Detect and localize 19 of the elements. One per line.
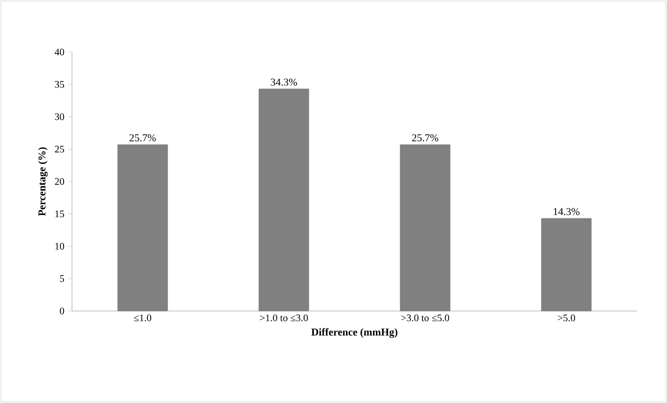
y-tick-label: 5 [60, 275, 64, 282]
data-label: 14.3% [554, 208, 580, 216]
y-tick-label: 15 [55, 210, 64, 218]
data-label: 25.7% [130, 134, 156, 142]
y-tick-label: 30 [55, 113, 64, 120]
y-tick-label: 35 [55, 81, 64, 88]
y-tick-label: 25 [54, 146, 64, 152]
data-label: 34.3% [270, 78, 298, 86]
x-tick-label: ≤1.0 [134, 314, 152, 322]
x-tick-label: >3.0 to ≤5.0 [401, 314, 450, 322]
y-axis-title: Percentage (%) [38, 147, 48, 216]
y-tick-label: 10 [55, 242, 64, 250]
x-axis-title: Difference (mmHg) [311, 328, 398, 338]
y-tick-label: 40 [54, 48, 64, 56]
y-tick-label: 20 [54, 178, 64, 185]
data-label: 25.7% [412, 134, 438, 142]
y-tick-label: 0 [60, 308, 64, 314]
x-tick-label: >5.0 [558, 314, 576, 322]
x-tick-label: >1.0 to ≤3.0 [260, 314, 308, 322]
